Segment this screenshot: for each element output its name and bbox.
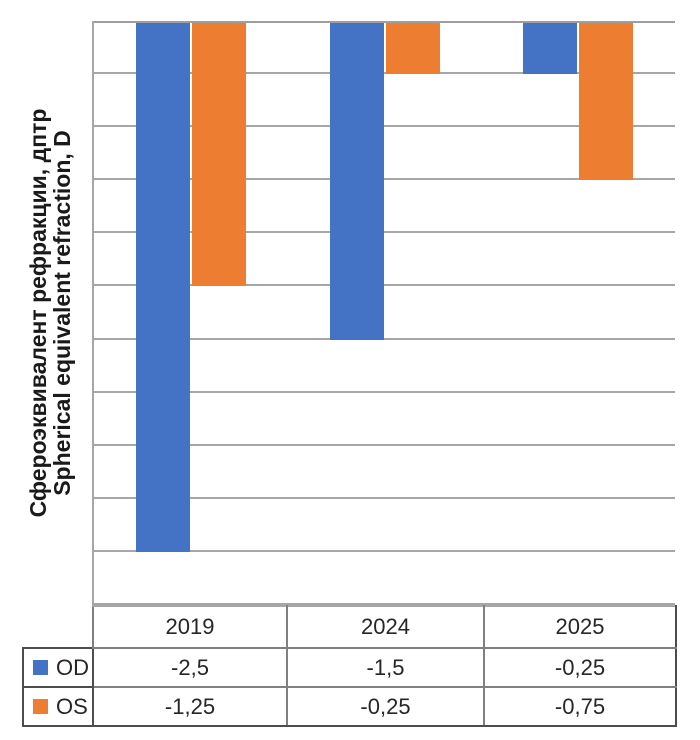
gridline (94, 603, 675, 605)
table-cell-od-2019: -2,5 (92, 647, 288, 688)
table-cell-os-2019: -1,25 (92, 686, 288, 727)
legend-item-os: OS (22, 686, 94, 727)
bar-od-2019 (135, 21, 190, 552)
bar-od-2024 (329, 21, 384, 340)
legend-label-os: OS (56, 693, 88, 719)
table-corner-blank (23, 606, 93, 648)
gridline (94, 496, 675, 499)
os-legend-swatch-icon (33, 699, 48, 714)
category-label-2019: 2019 (92, 605, 288, 649)
gridline (94, 284, 675, 287)
gridline (94, 72, 675, 75)
y-axis-title-line-ru: Сфероэквивалент рефракции, дптр (25, 108, 51, 518)
y-axis-title-line-en: Spherical equivalent refraction, D (49, 130, 75, 496)
table-cell-od-2024: -1,5 (286, 647, 485, 688)
bar-os-2025 (579, 21, 634, 181)
category-label-2024: 2024 (286, 605, 485, 649)
legend-label-od: OD (56, 654, 89, 680)
bar-od-2025 (523, 21, 578, 75)
y-axis-title: Сфероэквивалент рефракции, дптр Spherica… (25, 108, 75, 518)
od-legend-swatch-icon (33, 660, 48, 675)
table-row-od: OD -2,5 -1,5 -0,25 (22, 647, 677, 688)
bar-os-2024 (385, 21, 440, 75)
table-cell-od-2025: -0,25 (483, 647, 677, 688)
zero-axis-line (94, 21, 675, 23)
plot-area (92, 21, 675, 605)
gridline (94, 390, 675, 393)
bar-os-2019 (191, 21, 246, 287)
gridline (94, 125, 675, 128)
gridline (94, 231, 675, 234)
legend-item-od: OD (22, 647, 94, 688)
category-label-2025: 2025 (483, 605, 677, 649)
table-row-os: OS -1,25 -0,25 -0,75 (22, 686, 677, 727)
table-cell-os-2024: -0,25 (286, 686, 485, 727)
gridline (94, 178, 675, 181)
gridline (94, 549, 675, 552)
gridline (94, 443, 675, 446)
table-cell-os-2025: -0,75 (483, 686, 677, 727)
data-table: 2019 2024 2025 OD -2,5 -1,5 -0,25 OS - (22, 605, 677, 727)
gridline (94, 337, 675, 340)
category-row: 2019 2024 2025 (23, 605, 677, 649)
